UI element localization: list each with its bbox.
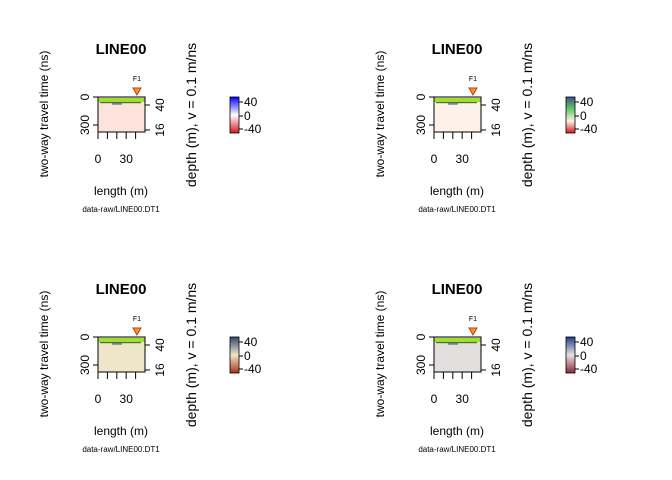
- x-tick-label-0: 0: [431, 152, 438, 166]
- depth-axis-label: depth (m), v = 0.1 m/ns: [519, 283, 535, 427]
- marker-triangle-icon: [468, 87, 478, 97]
- subsurface-streak: [436, 342, 477, 344]
- y-tick-label-0: 0: [78, 333, 92, 340]
- colorbar-tick-label-2: -40: [244, 122, 262, 136]
- panel-title: LINE00: [432, 41, 483, 58]
- depth-axis-label: depth (m), v = 0.1 m/ns: [183, 43, 199, 187]
- reflector-blip: [448, 103, 458, 105]
- colorbar-tick-label-0: 40: [244, 335, 258, 349]
- x-tick-label-0: 0: [431, 392, 438, 406]
- x-axis-label: length (m): [430, 184, 484, 198]
- y-axis-label: two-way travel time (ns): [373, 51, 387, 178]
- plot-frame: [97, 96, 146, 133]
- gpr-panel-2: LINE00 F1 0 300 40 16 0 30 length (m) two-way tra…: [373, 41, 598, 214]
- gpr-panel-4: LINE00 F1 0 300 40 16 0 30 length (m) two-way tra…: [373, 281, 598, 454]
- depth-axis-label: depth (m), v = 0.1 m/ns: [183, 283, 199, 427]
- plot-frame: [433, 336, 482, 373]
- depth-tick-label-1: 16: [489, 363, 503, 377]
- colorbar-tick-label-2: -40: [244, 362, 262, 376]
- reflector-blip: [448, 343, 458, 345]
- depth-tick-label-1: 16: [489, 123, 503, 137]
- plot-frame: [97, 336, 146, 373]
- y-tick-label-1: 300: [78, 115, 92, 135]
- subsurface-streak: [436, 102, 477, 104]
- x-axis-label: length (m): [94, 424, 148, 438]
- colorbar-tick-label-0: 40: [244, 95, 258, 109]
- depth-tick-label-0: 40: [153, 98, 167, 112]
- depth-tick-label-0: 40: [489, 338, 503, 352]
- x-tick-label-0: 0: [95, 152, 102, 166]
- colorbar-tick-label-0: 40: [580, 335, 594, 349]
- panel-title: LINE00: [432, 281, 483, 298]
- source-file-label: data-raw/LINE00.DT1: [418, 445, 496, 454]
- colorbar: [565, 336, 576, 374]
- x-tick-label-1: 30: [120, 152, 134, 166]
- source-file-label: data-raw/LINE00.DT1: [418, 205, 496, 214]
- x-tick-label-1: 30: [456, 152, 470, 166]
- marker-label: F1: [133, 76, 141, 83]
- depth-tick-label-1: 16: [153, 123, 167, 137]
- colorbar-tick-label-0: 40: [580, 95, 594, 109]
- y-tick-label-1: 300: [414, 115, 428, 135]
- surface-reflection: [434, 338, 481, 342]
- colorbar-tick-label-1: 0: [244, 349, 251, 363]
- marker-triangle-icon: [468, 327, 478, 337]
- marker-label: F1: [133, 316, 141, 323]
- subsurface-streak: [100, 102, 141, 104]
- y-tick-label-1: 300: [414, 355, 428, 375]
- marker-triangle-icon: [132, 327, 142, 337]
- colorbar-tick-label-2: -40: [580, 122, 598, 136]
- plot-frame: [433, 96, 482, 133]
- depth-tick-label-0: 40: [153, 338, 167, 352]
- surface-reflection: [98, 98, 145, 102]
- x-tick-label-1: 30: [456, 392, 470, 406]
- marker-triangle-icon: [132, 87, 142, 97]
- source-file-label: data-raw/LINE00.DT1: [82, 205, 160, 214]
- y-axis-label: two-way travel time (ns): [373, 291, 387, 418]
- colorbar: [229, 336, 240, 374]
- surface-reflection: [434, 98, 481, 102]
- y-tick-label-0: 0: [414, 333, 428, 340]
- colorbar: [229, 96, 240, 134]
- colorbar: [565, 96, 576, 134]
- y-tick-label-0: 0: [78, 93, 92, 100]
- y-tick-label-1: 300: [78, 355, 92, 375]
- y-tick-label-0: 0: [414, 93, 428, 100]
- y-axis-label: two-way travel time (ns): [37, 51, 51, 178]
- x-tick-label-1: 30: [120, 392, 134, 406]
- surface-reflection: [98, 338, 145, 342]
- reflector-blip: [112, 343, 122, 345]
- subsurface-streak: [100, 342, 141, 344]
- reflector-blip: [112, 103, 122, 105]
- panel-title: LINE00: [96, 281, 147, 298]
- colorbar-tick-label-1: 0: [580, 109, 587, 123]
- depth-axis-label: depth (m), v = 0.1 m/ns: [519, 43, 535, 187]
- source-file-label: data-raw/LINE00.DT1: [82, 445, 160, 454]
- gpr-panel-1: LINE00 F1 0 300 40 16 0 30 length (m) two-way tra…: [37, 41, 262, 214]
- panel-title: LINE00: [96, 41, 147, 58]
- x-axis-label: length (m): [430, 424, 484, 438]
- marker-label: F1: [469, 76, 477, 83]
- marker-label: F1: [469, 316, 477, 323]
- depth-tick-label-1: 16: [153, 363, 167, 377]
- x-axis-label: length (m): [94, 184, 148, 198]
- depth-tick-label-0: 40: [489, 98, 503, 112]
- colorbar-tick-label-1: 0: [244, 109, 251, 123]
- x-tick-label-0: 0: [95, 392, 102, 406]
- y-axis-label: two-way travel time (ns): [37, 291, 51, 418]
- colorbar-tick-label-1: 0: [580, 349, 587, 363]
- gpr-panel-3: LINE00 F1 0 300 40 16 0 30 length (m) two-way tra…: [37, 281, 262, 454]
- colorbar-tick-label-2: -40: [580, 362, 598, 376]
